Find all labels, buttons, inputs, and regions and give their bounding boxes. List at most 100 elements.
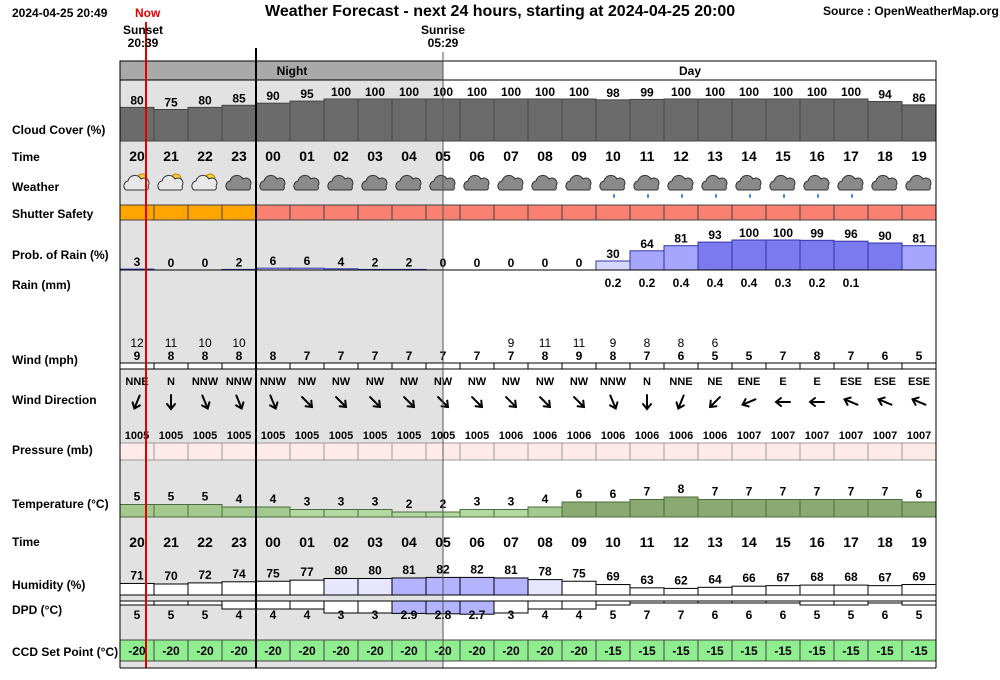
time-cell: 17 xyxy=(843,148,859,164)
shutter-safety-cell xyxy=(731,204,767,221)
wind-gust-value: 9 xyxy=(508,336,515,350)
cloud-icon xyxy=(225,174,252,191)
pressure-value: 1007 xyxy=(737,430,761,442)
time-cell: 20 xyxy=(129,534,145,550)
temperature-bar xyxy=(527,506,563,518)
temperature-value: 7 xyxy=(814,485,821,499)
cloud-cover-value: 100 xyxy=(535,85,555,99)
humidity-value: 69 xyxy=(606,570,620,584)
wind-speed-value: 8 xyxy=(610,349,617,363)
cloud-cover-value: 100 xyxy=(569,85,589,99)
wind-speed-value: 7 xyxy=(508,349,515,363)
time-cell: 12 xyxy=(673,534,689,550)
pressure-cell xyxy=(833,442,869,461)
wind-speed-value: 6 xyxy=(678,349,685,363)
dpd-value: 6 xyxy=(780,608,787,622)
shutter-safety-cell xyxy=(867,204,903,221)
rain-probability-value: 2 xyxy=(236,255,243,269)
dpd-bar xyxy=(153,600,189,606)
pressure-value: 1006 xyxy=(533,430,557,442)
row-label-prob-rain: Prob. of Rain (%) xyxy=(12,248,109,262)
wind-speed-value: 7 xyxy=(780,349,787,363)
time-cell: 00 xyxy=(265,534,281,550)
wind-bar xyxy=(833,362,869,370)
temperature-bar xyxy=(663,496,699,518)
time-cell: 11 xyxy=(640,534,655,550)
wind-speed-value: 5 xyxy=(916,349,923,363)
temperature-value: 6 xyxy=(576,487,583,501)
rain-probability-value: 90 xyxy=(878,229,892,243)
shutter-safety-cell xyxy=(799,204,835,221)
humidity-value: 66 xyxy=(742,571,756,585)
temperature-bar xyxy=(153,504,189,518)
wind-speed-value: 7 xyxy=(406,349,413,363)
pressure-cell xyxy=(459,442,495,461)
temperature-value: 5 xyxy=(202,490,209,504)
temperature-bar xyxy=(867,499,903,518)
temperature-bar xyxy=(493,509,529,518)
temperature-bar xyxy=(459,509,495,518)
cloud-cover-value: 75 xyxy=(164,96,178,110)
time-cell: 08 xyxy=(537,148,553,164)
humidity-value: 67 xyxy=(776,571,790,585)
rain-probability-value: 93 xyxy=(708,228,722,242)
humidity-value: 63 xyxy=(640,573,654,587)
humidity-value: 62 xyxy=(674,573,688,587)
wind-direction-label: NNW xyxy=(226,376,253,388)
humidity-bar xyxy=(459,576,495,596)
rain-probability-bar xyxy=(663,245,699,271)
row-label-shutter-safety: Shutter Safety xyxy=(12,207,94,221)
rain-cloud-icon xyxy=(735,174,762,198)
temperature-value: 8 xyxy=(678,482,685,496)
rain-probability-value: 0 xyxy=(474,256,481,270)
ccd-set-point-value: -15 xyxy=(740,644,758,658)
sunrise-label: Sunrise xyxy=(420,23,465,37)
rain-cloud-icon xyxy=(599,174,626,198)
rain-amount-value: 0.2 xyxy=(809,276,826,290)
cloud-cover-bar xyxy=(731,98,767,142)
period-night-label: Night xyxy=(277,64,308,78)
wind-bar xyxy=(187,362,223,370)
dpd-value: 2.9 xyxy=(401,608,418,622)
wind-direction-label: NW xyxy=(400,376,419,388)
temperature-value: 4 xyxy=(236,492,243,506)
wind-direction-label: NNW xyxy=(192,376,219,388)
rain-probability-bar xyxy=(595,260,631,271)
dpd-value: 5 xyxy=(134,608,141,622)
humidity-value: 80 xyxy=(334,564,348,578)
time-cell: 23 xyxy=(231,148,247,164)
row-label-rain: Rain (mm) xyxy=(12,278,71,292)
dpd-value: 2.7 xyxy=(469,608,486,622)
humidity-value: 64 xyxy=(708,572,722,586)
rain-probability-bar xyxy=(833,240,869,271)
dpd-bar xyxy=(663,600,699,604)
wind-arrow-icon xyxy=(573,396,586,409)
cloud-icon xyxy=(565,174,592,191)
wind-speed-value: 7 xyxy=(474,349,481,363)
wind-speed-value: 6 xyxy=(882,349,889,363)
wind-gust-value: 11 xyxy=(539,336,552,350)
wind-speed-value: 8 xyxy=(202,349,209,363)
wind-speed-value: 7 xyxy=(848,349,855,363)
cloud-cover-value: 100 xyxy=(841,85,861,99)
ccd-set-point-value: -20 xyxy=(400,644,418,658)
wind-gust-value: 10 xyxy=(198,336,212,350)
time-cell: 15 xyxy=(775,148,791,164)
shutter-safety-cell xyxy=(221,204,257,221)
humidity-bar xyxy=(663,587,699,596)
wind-speed-value: 7 xyxy=(304,349,311,363)
wind-direction-label: ENE xyxy=(738,376,761,388)
rain-probability-value: 100 xyxy=(739,226,759,240)
wind-bar xyxy=(391,362,427,370)
shutter-safety-cell xyxy=(629,204,665,221)
wind-speed-value: 8 xyxy=(236,349,243,363)
rain-amount-value: 0.3 xyxy=(775,276,792,290)
wind-direction-label: E xyxy=(813,376,820,388)
wind-speed-value: 8 xyxy=(270,349,277,363)
cloud-cover-bar xyxy=(289,100,325,142)
wind-bar xyxy=(867,362,903,370)
shutter-safety-cell xyxy=(323,204,359,221)
wind-gust-value: 8 xyxy=(644,336,651,350)
wind-arrow-icon xyxy=(708,396,721,409)
ccd-set-point-value: -20 xyxy=(230,644,248,658)
